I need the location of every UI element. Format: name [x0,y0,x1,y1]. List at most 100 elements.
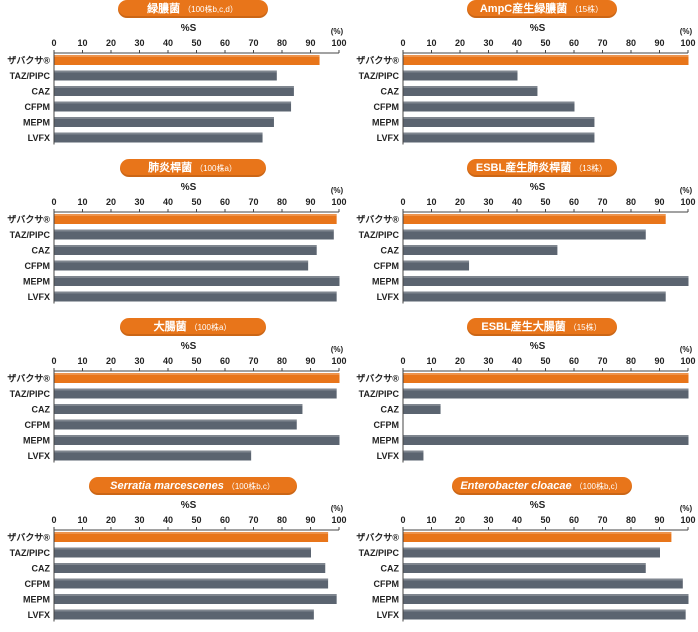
bar [403,245,558,255]
x-axis-label: %S [181,182,197,193]
x-axis-label: %S [530,500,546,511]
category-label: TAZ/PIPC [359,548,400,558]
category-label: CFPM [25,261,51,271]
bar-sheen [403,229,646,232]
bar-sheen [54,260,309,263]
x-tick-label: 40 [163,356,173,366]
bar-sheen [54,55,320,57]
x-tick-label: 80 [626,38,636,48]
category-label: TAZ/PIPC [10,389,51,399]
x-tick-label: 0 [51,197,56,207]
x-tick-label: 70 [597,515,607,525]
x-tick-label: 20 [106,515,116,525]
chart-panel: ESBL産生肺炎桿菌 （13株） %S (%) 0 10 20 30 40 50 60 70 80 90 1… [349,159,698,314]
x-tick-label: 40 [512,356,522,366]
bar-sheen [54,70,277,73]
x-tick-label: 100 [680,38,695,48]
x-tick-label: 0 [51,356,56,366]
chart-title-text: Serratia marcescenes [110,480,224,492]
bar-chart: %S (%) 0 10 20 30 40 50 60 70 80 90 100 ザバクサ® TAZ/PIPC… [7,341,347,463]
x-tick-label: 90 [654,356,664,366]
category-label: MEPM [372,277,399,287]
bar [403,609,686,620]
chart-title: 大腸菌 （100株a） [119,318,266,336]
x-axis-unit-label: (%) [331,504,344,513]
bar-sheen [403,435,689,437]
x-axis-unit-label: (%) [331,186,344,195]
bar-highlight [403,214,666,224]
bar-sheen [54,532,329,534]
bar [403,404,441,414]
x-tick-label: 30 [134,38,144,48]
bar-chart: %S (%) 0 10 20 30 40 50 60 70 80 90 100 ザバクサ® TAZ/PIPC… [7,182,347,304]
x-axis-label: %S [181,23,197,34]
bar-sheen [54,245,317,247]
bar [54,594,337,604]
x-axis-unit-label: (%) [331,345,344,354]
category-label: CFPM [25,102,51,112]
chart-title-note: （100株b,c） [574,482,623,491]
bar [54,547,311,558]
category-label: MEPM [23,595,50,605]
category-label: LVFX [28,451,50,461]
x-tick-label: 10 [426,38,436,48]
bar [54,419,297,430]
bar [54,86,294,96]
chart-title-note: （15株） [570,5,604,14]
category-label: CAZ [381,564,400,574]
x-axis-unit-label: (%) [680,504,693,513]
category-label: LVFX [28,133,50,143]
chart-title: 肺炎桿菌 （100株a） [119,159,266,177]
bar [54,70,277,81]
category-label: CAZ [32,405,51,415]
bar-sheen [403,578,683,581]
x-tick-label: 70 [597,38,607,48]
bar [403,276,689,286]
bar [54,388,337,399]
x-tick-label: 20 [455,38,465,48]
bar [54,117,274,127]
bar [403,229,646,240]
chart-panel: ESBL産生大腸菌 （15株） %S (%) 0 10 20 30 40 50 60 70 80 90 10… [349,318,698,473]
x-tick-label: 50 [540,38,550,48]
bar-sheen [403,132,595,135]
bar-sheen [54,86,294,88]
x-tick-label: 100 [680,515,695,525]
bar-sheen [54,609,314,612]
bar-sheen [54,435,340,437]
bar [403,86,538,96]
chart-panel: 大腸菌 （100株a） %S (%) 0 10 20 30 40 50 60 70 80 90 100 ザバク… [0,318,349,473]
x-tick-label: 60 [569,356,579,366]
category-label: CFPM [25,579,51,589]
bar-sheen [54,594,337,596]
bar [54,229,334,240]
category-label: CAZ [32,564,51,574]
category-label: MEPM [372,436,399,446]
bar [403,101,575,112]
x-tick-label: 40 [163,515,173,525]
x-tick-label: 60 [220,38,230,48]
x-axis-label: %S [530,341,546,352]
x-tick-label: 100 [680,356,695,366]
chart-panel: 緑膿菌 （100株b,c,d） %S (%) 0 10 20 30 40 50 60 70 80 90 10… [0,0,349,155]
bar-sheen [54,388,337,391]
chart-title: 緑膿菌 （100株b,c,d） [117,0,268,18]
category-label: CFPM [374,261,400,271]
bar-highlight [54,532,329,542]
bar-highlight [54,214,337,224]
x-tick-label: 50 [191,38,201,48]
bar-highlight [403,373,689,383]
x-tick-label: 10 [77,515,87,525]
bar [403,563,646,573]
x-tick-label: 80 [277,197,287,207]
bar [403,70,518,81]
bar-sheen [403,86,538,88]
bar-sheen [403,260,470,263]
x-tick-label: 50 [540,515,550,525]
x-tick-label: 10 [77,197,87,207]
x-tick-label: 100 [331,38,346,48]
x-tick-label: 10 [426,356,436,366]
bar-sheen [54,578,329,581]
x-tick-label: 80 [626,197,636,207]
x-tick-label: 0 [400,356,405,366]
